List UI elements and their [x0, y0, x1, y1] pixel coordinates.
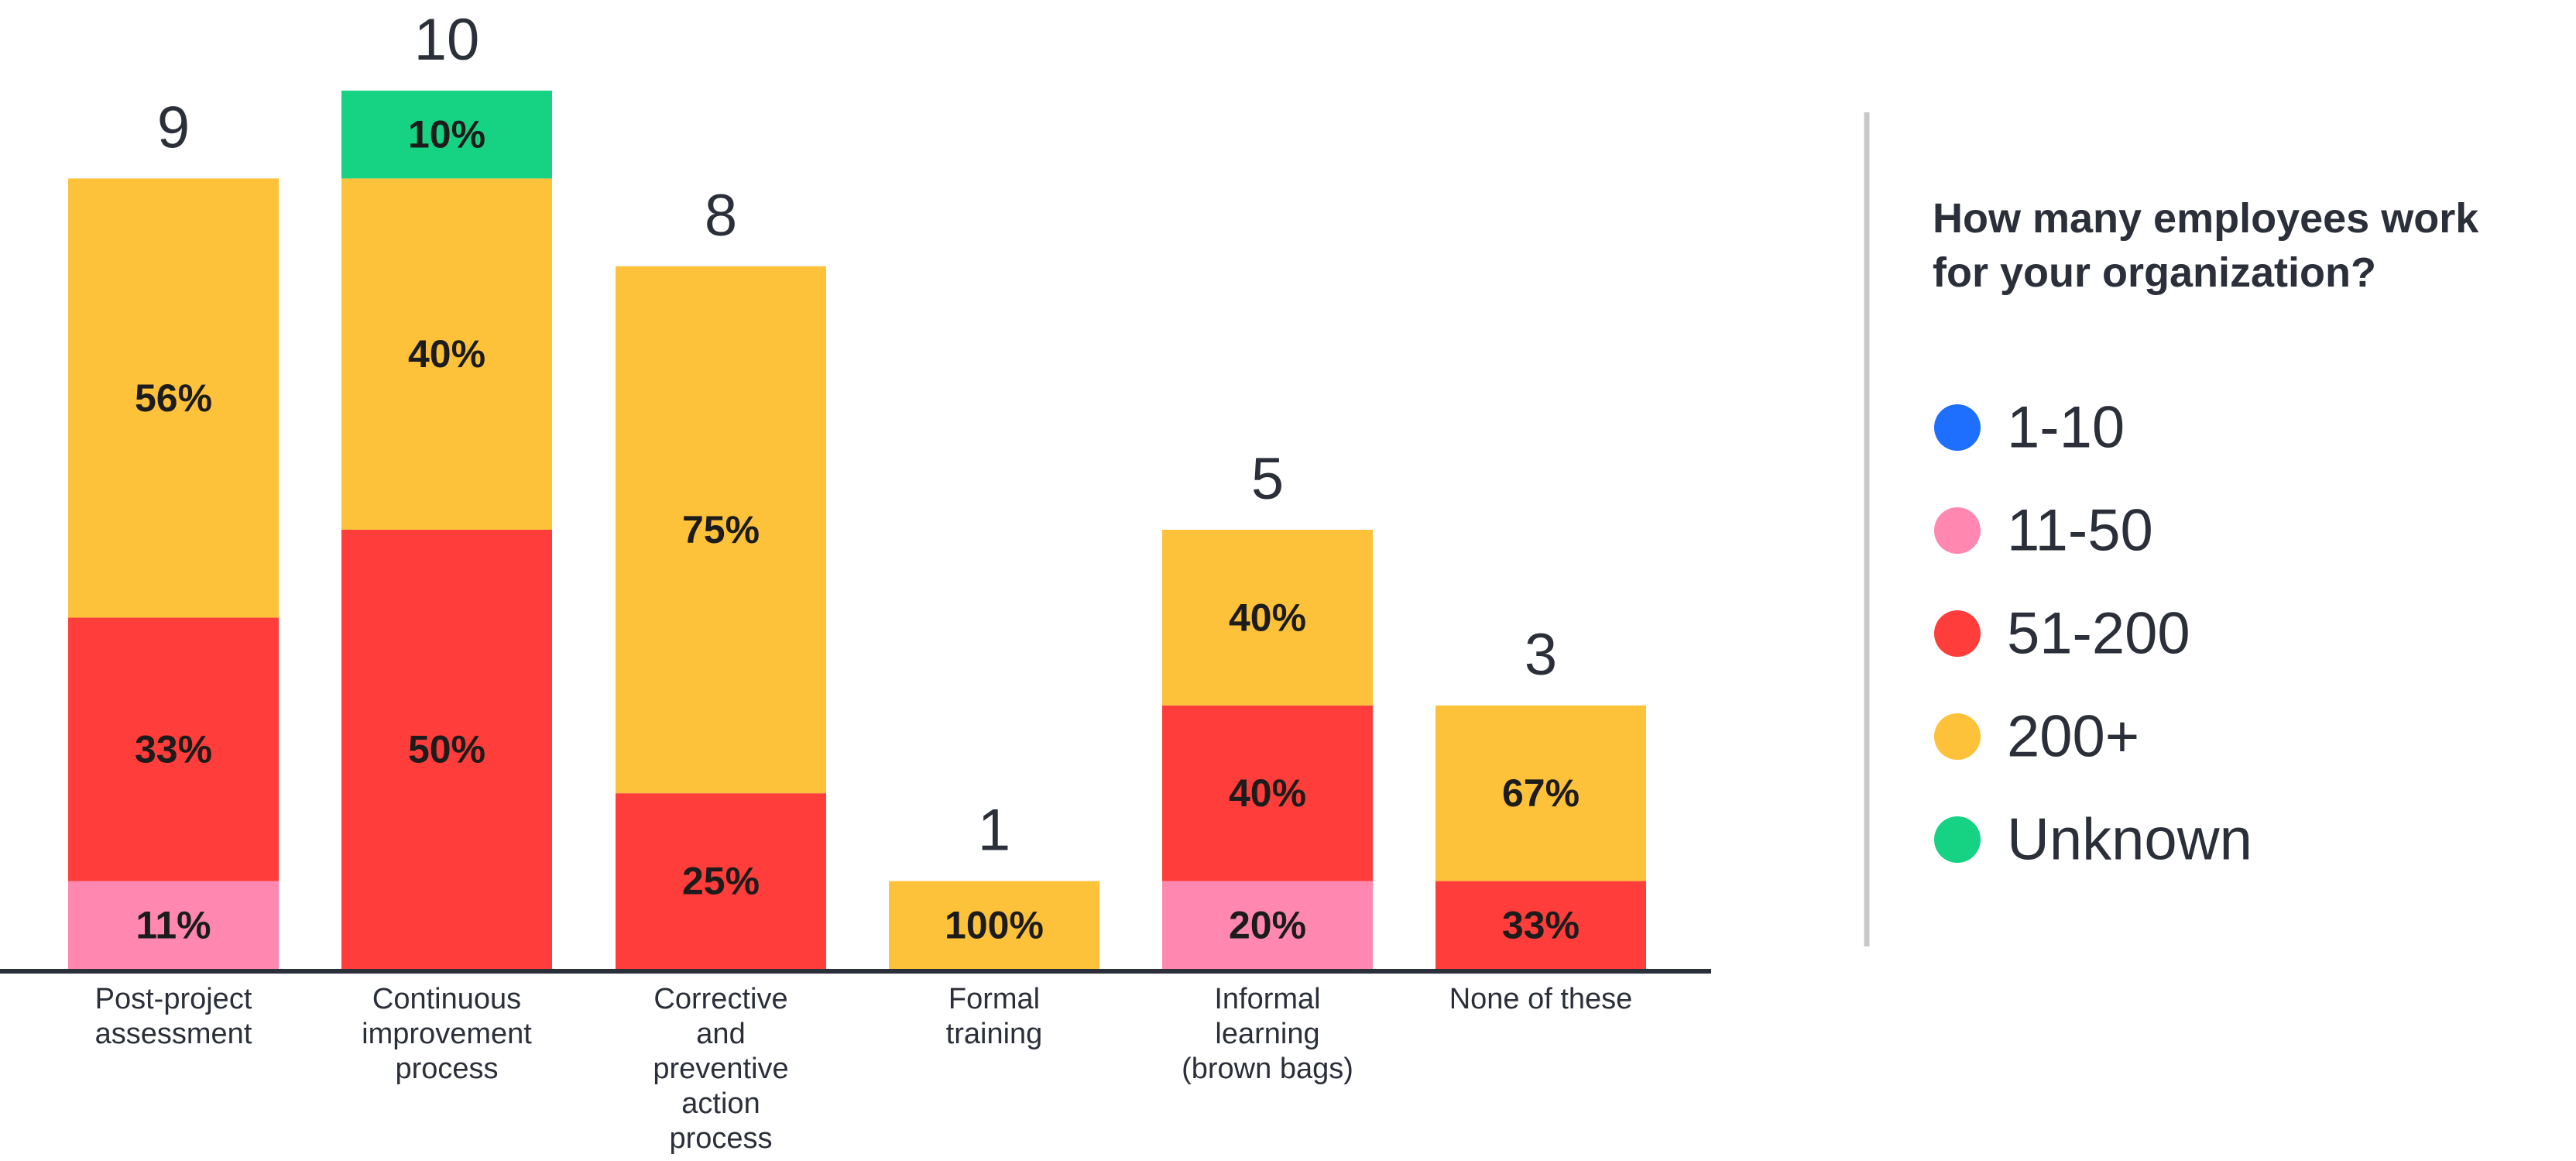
segment-label-none-of-these-200: 67% [1502, 771, 1580, 815]
segment-label-corrective-and-preventive-action-process-51-200: 25% [682, 860, 760, 903]
total-label-none-of-these: 3 [1525, 622, 1557, 688]
total-label-formal-training: 1 [978, 798, 1010, 864]
labels-layer: 11% 33% 56% 9 50% 40% 10% 10 25% 75% 8 100% 1 20% 40% 4… [135, 7, 1580, 946]
category-label-line: process [395, 1053, 498, 1085]
legend-swatch-1-10 [1934, 404, 1981, 451]
legend-title-line: How many employees work [1933, 195, 2479, 242]
legend-label-51-200: 51-200 [2007, 601, 2190, 667]
bar-segment-continuous-improvement-process-51-200 [341, 530, 552, 969]
category-label-continuous-improvement-process: Continuous improvement process [362, 983, 532, 1085]
legend: How many employees work for your organiza… [1933, 195, 2479, 873]
category-label-none-of-these: None of these [1449, 983, 1633, 1015]
bar-segment-post-project-assessment-200 [68, 178, 279, 618]
category-label-line: Post-project [95, 983, 252, 1015]
category-label-line: Formal [948, 983, 1040, 1015]
legend-swatch-51-200 [1934, 610, 1981, 657]
category-label-corrective-and-preventive-action-process: Corrective and preventive action process [653, 983, 788, 1155]
category-label-formal-training: Formal training [946, 983, 1043, 1050]
bar-segment-post-project-assessment-11-50 [68, 881, 279, 969]
segment-label-post-project-assessment-11-50: 11% [135, 903, 211, 946]
bar-segment-post-project-assessment-51-200 [68, 617, 279, 881]
category-label-line: (brown bags) [1182, 1053, 1353, 1085]
category-labels: Post-project assessment Continuous improvem… [95, 983, 1633, 1155]
category-label-line: improvement [362, 1018, 532, 1050]
segment-label-continuous-improvement-process-unknown: 10% [408, 113, 485, 156]
segment-label-corrective-and-preventive-action-process-200: 75% [682, 508, 760, 551]
category-label-line: training [946, 1018, 1043, 1050]
legend-swatch-200 [1934, 713, 1981, 760]
bar-segment-informal-learning-brown-bags-200 [1162, 530, 1373, 706]
total-label-informal-learning-brown-bags: 5 [1251, 446, 1284, 512]
bars-layer [68, 91, 1646, 969]
bar-segment-corrective-and-preventive-action-process-200 [616, 266, 826, 794]
segment-label-none-of-these-51-200: 33% [1502, 903, 1580, 946]
segment-label-informal-learning-brown-bags-51-200: 40% [1229, 771, 1306, 815]
legend-label-200: 200+ [2007, 704, 2139, 770]
segment-label-post-project-assessment-51-200: 33% [135, 728, 212, 771]
segment-label-formal-training-200: 100% [945, 903, 1044, 946]
bar-segment-corrective-and-preventive-action-process-51-200 [616, 793, 826, 969]
category-label-line: Informal [1214, 983, 1320, 1015]
category-label-line: preventive [653, 1053, 788, 1085]
category-label-line: Continuous [372, 983, 521, 1015]
category-label-informal-learning-brown-bags: Informal learning (brown bags) [1182, 983, 1353, 1085]
category-label-line: process [669, 1122, 772, 1155]
legend-swatch-11-50 [1934, 507, 1981, 554]
category-label-line: and [696, 1018, 745, 1050]
bar-segment-none-of-these-200 [1435, 705, 1646, 881]
segment-label-continuous-improvement-process-200: 40% [408, 332, 485, 376]
legend-label-11-50: 11-50 [2007, 498, 2153, 564]
category-label-line: action [681, 1087, 760, 1120]
category-label-line: Corrective [653, 983, 787, 1015]
category-label-line: None of these [1449, 983, 1633, 1015]
segment-label-informal-learning-brown-bags-200: 40% [1229, 596, 1306, 639]
category-label-line: learning [1215, 1018, 1319, 1050]
bar-segment-informal-learning-brown-bags-51-200 [1162, 705, 1373, 881]
bar-segment-none-of-these-51-200 [1435, 881, 1646, 969]
legend-label-unknown: Unknown [2007, 807, 2252, 873]
legend-label-1-10: 1-10 [2007, 395, 2125, 461]
bar-segment-formal-training-200 [889, 881, 1099, 969]
legend-title-line: for your organization? [1933, 249, 2376, 296]
legend-swatch-unknown [1934, 816, 1981, 863]
total-label-corrective-and-preventive-action-process: 8 [705, 183, 737, 249]
bar-segment-continuous-improvement-process-unknown [341, 91, 552, 179]
bar-segment-informal-learning-brown-bags-11-50 [1162, 881, 1373, 969]
segment-label-post-project-assessment-200: 56% [135, 376, 212, 420]
bar-segment-continuous-improvement-process-200 [341, 178, 552, 530]
total-label-continuous-improvement-process: 10 [414, 7, 480, 73]
segment-label-continuous-improvement-process-51-200: 50% [408, 728, 485, 771]
segment-label-informal-learning-brown-bags-11-50: 20% [1229, 903, 1306, 946]
category-label-line: assessment [95, 1018, 252, 1050]
total-label-post-project-assessment: 9 [157, 94, 190, 160]
category-label-post-project-assessment: Post-project assessment [95, 983, 252, 1050]
